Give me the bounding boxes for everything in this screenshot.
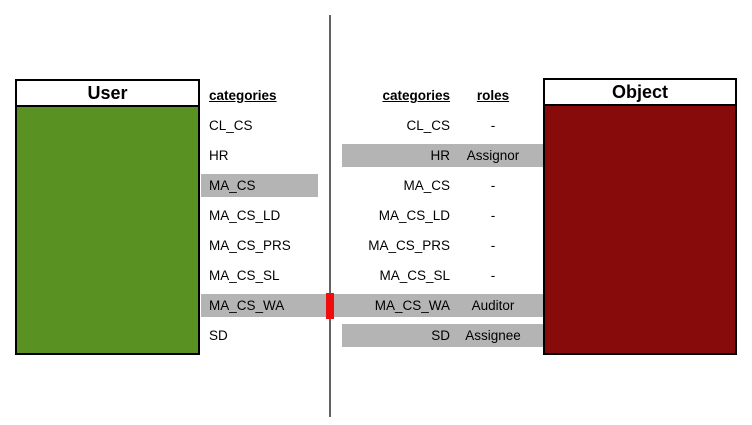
object-category-row[interactable]: MA_CS_PRS - <box>334 231 543 261</box>
object-category-row[interactable]: MA_CS_SL - <box>334 261 543 291</box>
object-roles-header: roles <box>476 88 510 103</box>
role-label: - <box>490 268 496 283</box>
object-category-row[interactable]: SD Assignee <box>334 321 543 351</box>
object-list-headers: categories roles <box>334 81 543 111</box>
object-category-row[interactable]: MA_CS - <box>334 171 543 201</box>
object-box-title: Object <box>545 80 735 106</box>
row-highlight-bar <box>342 324 543 347</box>
user-category-row[interactable]: MA_CS_LD <box>201 201 326 231</box>
category-label: MA_CS_LD <box>209 208 281 223</box>
object-category-row[interactable]: MA_CS_WA Auditor <box>334 291 543 321</box>
object-box-body <box>545 106 735 353</box>
category-label: SD <box>209 328 228 343</box>
category-label: MA_CS_PRS <box>209 238 291 253</box>
role-label: Assignor <box>466 148 520 163</box>
role-label: - <box>490 178 496 193</box>
object-category-row[interactable]: CL_CS - <box>334 111 543 141</box>
row-highlight-bar <box>334 294 543 317</box>
user-box-body <box>17 107 198 353</box>
role-label: - <box>490 118 496 133</box>
user-category-row[interactable]: MA_CS_SL <box>201 261 326 291</box>
object-category-list: CL_CS - HR Assignor MA_CS - MA_CS_LD - M… <box>334 111 543 351</box>
row-highlight-bar <box>201 174 318 197</box>
role-label: Auditor <box>471 298 515 313</box>
object-categories-header: categories <box>382 88 450 103</box>
category-label: CL_CS <box>209 118 253 133</box>
category-label: MA_CS_SL <box>209 268 280 283</box>
category-label: CL_CS <box>406 118 450 133</box>
category-label: MA_CS_SL <box>379 268 450 283</box>
row-highlight-bar <box>201 294 326 317</box>
user-box: User <box>15 79 200 355</box>
category-label: HR <box>209 148 229 163</box>
user-category-row[interactable]: SD <box>201 321 326 351</box>
user-category-row[interactable]: MA_CS_WA <box>201 291 326 321</box>
user-box-title: User <box>17 81 198 107</box>
category-label: MA_CS_WA <box>374 298 450 313</box>
category-label: MA_CS <box>403 178 450 193</box>
user-category-list: CL_CS HR MA_CS MA_CS_LD MA_CS_PRS MA_CS_… <box>201 111 326 351</box>
category-label: MA_CS <box>209 178 256 193</box>
role-label: - <box>490 238 496 253</box>
category-label: MA_CS_PRS <box>368 238 450 253</box>
user-category-row[interactable]: MA_CS_PRS <box>201 231 326 261</box>
object-category-row[interactable]: MA_CS_LD - <box>334 201 543 231</box>
object-category-row[interactable]: HR Assignor <box>334 141 543 171</box>
user-category-row[interactable]: MA_CS <box>201 171 326 201</box>
category-label: MA_CS_WA <box>209 298 285 313</box>
category-label: HR <box>430 148 451 163</box>
object-box: Object <box>543 78 737 355</box>
user-category-row[interactable]: HR <box>201 141 326 171</box>
category-label: MA_CS_LD <box>378 208 450 223</box>
row-highlight-bar <box>342 144 543 167</box>
role-label: Assignee <box>465 328 521 343</box>
user-categories-header: categories <box>209 88 277 103</box>
role-label: - <box>490 208 496 223</box>
divider-line <box>329 15 331 417</box>
assignment-link-marker <box>326 293 334 319</box>
user-category-row[interactable]: CL_CS <box>201 111 326 141</box>
category-label: SD <box>431 328 450 343</box>
